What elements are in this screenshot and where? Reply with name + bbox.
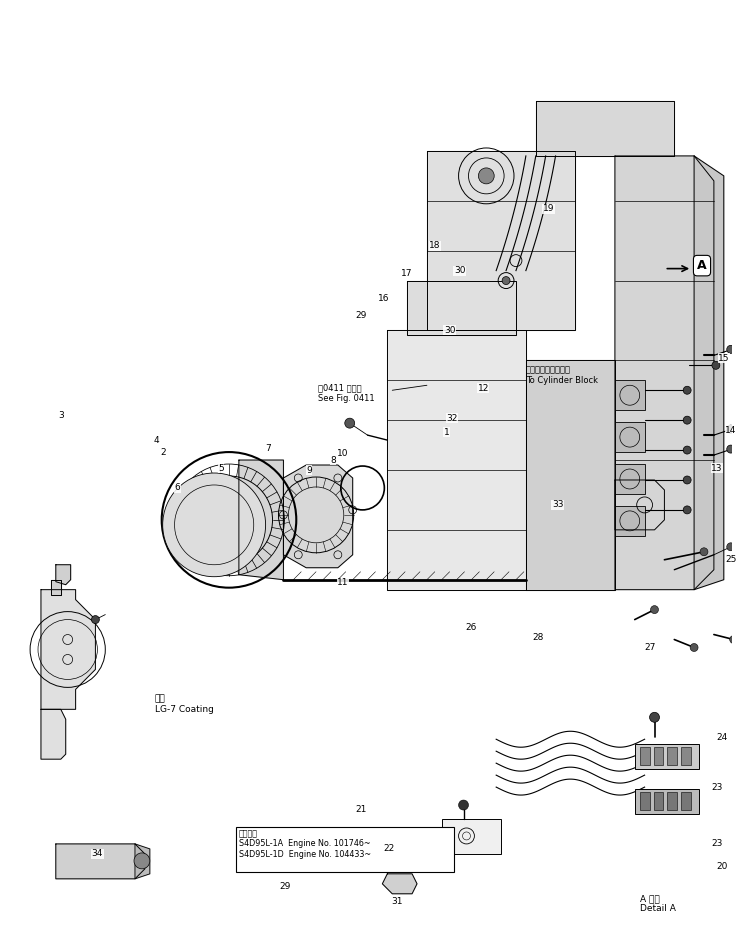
- Circle shape: [478, 168, 494, 184]
- Polygon shape: [615, 480, 664, 530]
- Bar: [640, 747, 649, 765]
- Text: 24: 24: [716, 733, 728, 742]
- Text: 19: 19: [543, 205, 554, 213]
- Text: 塗布
LG-7 Coating: 塗布 LG-7 Coating: [155, 695, 213, 714]
- Bar: [681, 747, 691, 765]
- Bar: [442, 819, 501, 854]
- Text: 10: 10: [337, 448, 348, 458]
- Circle shape: [683, 416, 691, 425]
- Text: 22: 22: [384, 844, 395, 853]
- Text: 18: 18: [429, 241, 441, 250]
- Polygon shape: [694, 156, 724, 589]
- Text: 28: 28: [532, 633, 543, 642]
- Circle shape: [502, 277, 510, 285]
- Bar: [236, 827, 454, 872]
- Bar: [615, 422, 644, 452]
- Text: 34: 34: [92, 849, 103, 859]
- Text: 15: 15: [718, 354, 730, 363]
- Polygon shape: [41, 709, 66, 759]
- Circle shape: [683, 446, 691, 454]
- Circle shape: [92, 616, 100, 624]
- Polygon shape: [407, 281, 516, 335]
- Circle shape: [134, 853, 150, 869]
- Text: 8: 8: [330, 456, 336, 465]
- Text: 31: 31: [391, 897, 403, 906]
- Text: 7: 7: [266, 444, 272, 452]
- Bar: [615, 380, 644, 410]
- Polygon shape: [427, 151, 576, 330]
- Polygon shape: [41, 589, 95, 709]
- Circle shape: [730, 636, 738, 644]
- Circle shape: [727, 543, 734, 551]
- Bar: [615, 464, 644, 494]
- Circle shape: [727, 446, 734, 453]
- Text: 図0411 図参照
See Fig. 0411: 図0411 図参照 See Fig. 0411: [318, 384, 375, 403]
- Circle shape: [727, 346, 734, 353]
- Text: 2: 2: [160, 447, 165, 457]
- Circle shape: [712, 362, 720, 369]
- Bar: [635, 789, 699, 814]
- Text: 13: 13: [711, 464, 723, 472]
- Circle shape: [219, 510, 239, 530]
- Bar: [667, 792, 677, 810]
- Bar: [667, 747, 677, 765]
- Circle shape: [690, 644, 698, 651]
- Text: 11: 11: [337, 578, 348, 587]
- Polygon shape: [387, 330, 526, 589]
- Text: 12: 12: [477, 384, 489, 393]
- Text: シリンダブロックへ
To Cylinder Block: シリンダブロックへ To Cylinder Block: [526, 366, 598, 385]
- Text: 32: 32: [446, 414, 458, 423]
- Polygon shape: [56, 565, 71, 585]
- Circle shape: [683, 476, 691, 484]
- Text: A: A: [697, 259, 707, 272]
- Text: 16: 16: [378, 294, 389, 303]
- Polygon shape: [526, 361, 615, 589]
- Ellipse shape: [162, 473, 266, 577]
- Bar: [615, 506, 644, 536]
- Text: 29: 29: [355, 311, 366, 320]
- Text: 30: 30: [444, 326, 455, 335]
- Circle shape: [345, 418, 355, 428]
- Bar: [654, 747, 663, 765]
- Polygon shape: [56, 843, 145, 879]
- Circle shape: [700, 547, 708, 556]
- Text: 6: 6: [175, 484, 180, 492]
- Text: 27: 27: [644, 643, 655, 652]
- Text: 20: 20: [716, 863, 728, 871]
- Circle shape: [683, 506, 691, 514]
- Text: 1: 1: [444, 427, 449, 437]
- Bar: [640, 792, 649, 810]
- Text: 5: 5: [218, 464, 224, 472]
- Text: 17: 17: [401, 269, 413, 278]
- Circle shape: [683, 387, 691, 394]
- Polygon shape: [51, 580, 61, 595]
- Text: 14: 14: [725, 426, 737, 435]
- Bar: [654, 792, 663, 810]
- Polygon shape: [536, 101, 675, 156]
- Text: 適用番号
S4D95L-1A  Engine No. 101746~
S4D95L-1D  Engine No. 104433~: 適用番号 S4D95L-1A Engine No. 101746~ S4D95L…: [239, 829, 371, 859]
- Text: 3: 3: [58, 410, 63, 420]
- Circle shape: [649, 712, 660, 723]
- Text: 4: 4: [154, 436, 159, 445]
- Text: 29: 29: [280, 883, 291, 891]
- Bar: [681, 792, 691, 810]
- Circle shape: [727, 426, 734, 433]
- Text: 23: 23: [711, 783, 723, 792]
- Text: 25: 25: [725, 555, 737, 565]
- Text: 33: 33: [552, 501, 563, 509]
- Bar: [635, 744, 699, 769]
- Circle shape: [651, 605, 658, 614]
- Text: 30: 30: [454, 267, 466, 275]
- Polygon shape: [283, 465, 353, 567]
- Text: 9: 9: [306, 466, 312, 474]
- Text: A 拡大
Detail A: A 拡大 Detail A: [640, 894, 675, 914]
- Polygon shape: [239, 460, 283, 580]
- Polygon shape: [135, 843, 150, 879]
- Text: 26: 26: [466, 623, 477, 632]
- Circle shape: [458, 800, 469, 810]
- Polygon shape: [615, 156, 714, 589]
- Text: 23: 23: [711, 840, 723, 848]
- Text: 21: 21: [355, 804, 366, 814]
- Polygon shape: [382, 874, 417, 894]
